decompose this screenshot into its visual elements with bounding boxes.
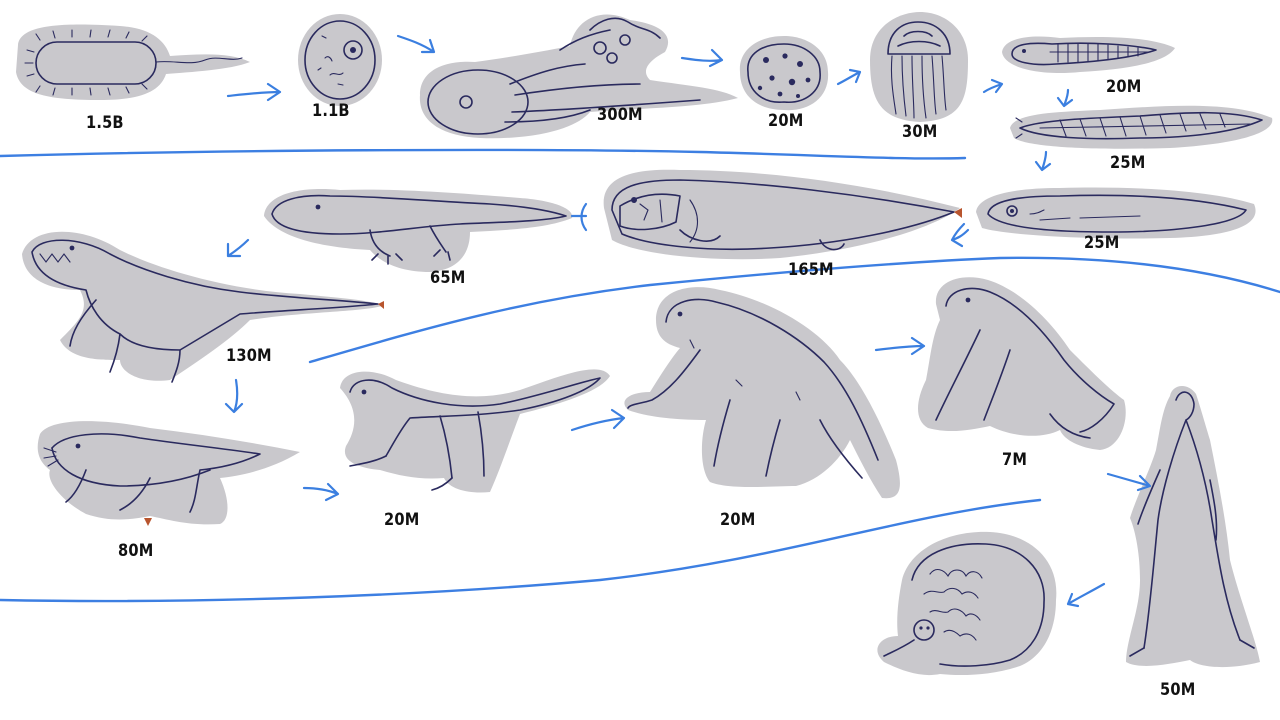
armored-fish-icon	[603, 169, 962, 260]
arrow-4	[836, 68, 862, 86]
stage-label: 1.5B	[86, 113, 124, 133]
arrow-3	[680, 48, 724, 68]
stage-label: 7M	[1002, 450, 1028, 470]
early-primate-icon	[340, 369, 610, 493]
arrow-13	[570, 408, 626, 432]
ape-icon	[918, 277, 1126, 450]
stage-label: 30M	[902, 122, 938, 142]
arrow-10	[226, 238, 250, 258]
monkey-icon	[624, 287, 900, 499]
amphibian-icon	[264, 189, 573, 272]
stage-label: 300M	[597, 105, 643, 125]
sponge-icon	[739, 36, 829, 111]
row-divider-3	[0, 498, 1042, 603]
arrow-2	[396, 34, 436, 54]
colonial-organism-icon	[419, 14, 738, 139]
stage-label: 20M	[384, 510, 420, 530]
arrow-12	[302, 482, 340, 502]
arrow-14	[874, 336, 926, 356]
stage-label: 25M	[1110, 153, 1146, 173]
eukaryotic-cell-icon	[298, 14, 382, 106]
stage-label: 1.1B	[312, 101, 350, 121]
stage-label: 20M	[1106, 77, 1142, 97]
arrow-7	[1034, 150, 1052, 172]
flow-arrows	[224, 34, 1152, 608]
arrow-8	[950, 222, 970, 248]
stage-label: 20M	[720, 510, 756, 530]
arrow-5	[982, 78, 1004, 94]
reptile-icon	[22, 231, 384, 383]
arrow-6	[1056, 88, 1074, 108]
row-divider-2	[308, 256, 1280, 364]
arrow-9	[570, 202, 588, 232]
stage-label: 20M	[768, 111, 804, 131]
stage-label: 130M	[226, 346, 272, 366]
arrow-16	[1066, 582, 1106, 608]
jawless-fish-icon	[976, 187, 1256, 239]
lancelet-icon	[1010, 105, 1273, 149]
jellyfish-icon	[870, 12, 968, 122]
stage-label: 165M	[788, 260, 834, 280]
arrow-11	[224, 378, 244, 414]
stage-label: 80M	[118, 541, 154, 561]
early-mammal-icon	[37, 421, 300, 526]
stage-label: 65M	[430, 268, 466, 288]
bacterium-icon	[16, 24, 250, 100]
human-icon	[1126, 385, 1260, 668]
row-divider-1	[0, 148, 967, 160]
flatworm-icon	[1002, 36, 1175, 74]
brain-creature-icon	[877, 531, 1057, 676]
stage-label: 50M	[1160, 680, 1196, 700]
arrow-1	[226, 82, 282, 102]
arrow-15	[1106, 472, 1152, 492]
stage-label: 25M	[1084, 233, 1120, 253]
